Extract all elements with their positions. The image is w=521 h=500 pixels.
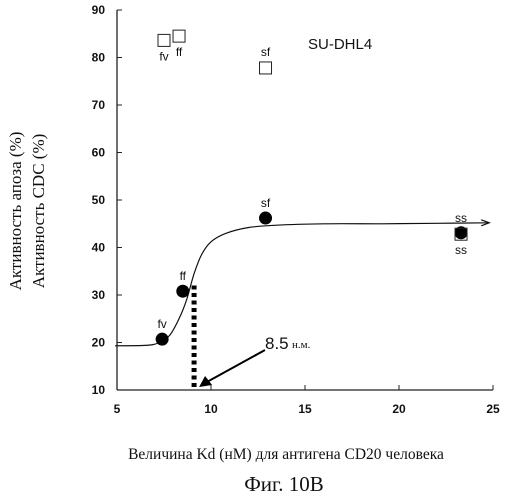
- data-point-sf: [259, 212, 272, 225]
- y-tick-label: 70: [92, 98, 106, 112]
- tick-labels-group: 5 10 15 20 25 10 20 30 40 50 60 70 80 90: [92, 3, 500, 416]
- y-tick-label: 10: [92, 383, 106, 397]
- y-tick-label: 30: [92, 288, 106, 302]
- x-tick-label: 10: [204, 402, 218, 416]
- annotation-unit: н.м.: [292, 339, 311, 351]
- annotation-group: 8.5н.м.: [199, 334, 311, 387]
- data-points-group: fvffsfssfvffsfss: [156, 30, 468, 346]
- x-tick-label: 20: [392, 402, 406, 416]
- figure-caption: Фиг. 10B: [244, 472, 324, 496]
- data-point-fv: [156, 333, 169, 346]
- y-tick-label: 50: [92, 193, 106, 207]
- y-tick-label: 60: [92, 146, 106, 160]
- annotation-arrowhead: [199, 376, 212, 387]
- data-point-label-fv: fv: [157, 317, 166, 331]
- square-point-sf: [260, 62, 272, 74]
- square-point-label-sf: sf: [261, 45, 271, 59]
- y-axis-label-line-1: Активность апоза (%): [6, 132, 25, 291]
- plot-axes: [117, 10, 493, 390]
- y-tick-label: 90: [92, 3, 106, 17]
- x-axis-label: Величина Kd (нМ) для антигена CD20 челов…: [128, 446, 444, 463]
- square-point-fv: [158, 34, 170, 46]
- y-tick-label: 40: [92, 241, 106, 255]
- y-tick-label: 80: [92, 51, 106, 65]
- data-point-label-sf: sf: [261, 196, 271, 210]
- x-tick-label: 25: [486, 402, 500, 416]
- x-tick-label: 15: [298, 402, 312, 416]
- data-point-label-ff: ff: [180, 269, 187, 283]
- square-point-label-ff: ff: [176, 45, 183, 59]
- y-axis-label-line-2: Активность CDC (%): [29, 134, 48, 289]
- fit-curve-group: [115, 220, 489, 346]
- data-point-ff: [176, 285, 189, 298]
- y-tick-label: 20: [92, 336, 106, 350]
- square-point-ff: [173, 30, 185, 42]
- annotation-value: 8.5: [265, 334, 289, 353]
- square-point-label-ss: ss: [455, 243, 467, 257]
- fit-curve: [115, 223, 489, 346]
- chart-title: SU-DHL4: [308, 36, 372, 53]
- x-tick-label: 5: [114, 402, 121, 416]
- square-point-label-fv: fv: [159, 49, 168, 63]
- annotation-arrow-line: [205, 350, 265, 383]
- data-point-label-ss: ss: [455, 211, 467, 225]
